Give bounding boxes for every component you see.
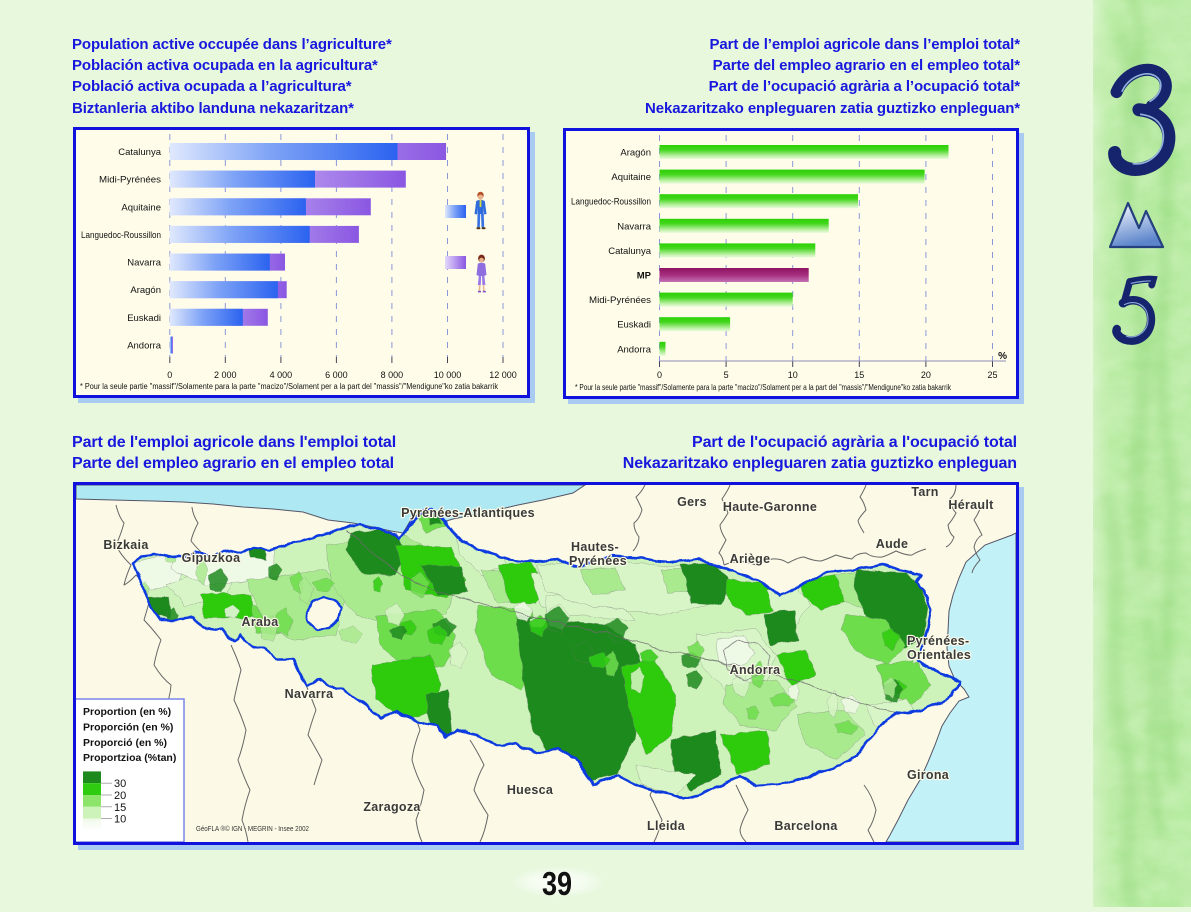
- svg-text:* Pour la seule partie "massif: * Pour la seule partie "massif"/Solament…: [80, 382, 499, 391]
- svg-text:Aragón: Aragón: [130, 285, 161, 296]
- svg-text:5: 5: [724, 370, 729, 380]
- svg-text:Languedoc-Roussillon: Languedoc-Roussillon: [571, 197, 651, 208]
- svg-text:0: 0: [167, 370, 172, 380]
- svg-text:Lleida: Lleida: [647, 819, 686, 833]
- svg-text:Aquitaine: Aquitaine: [121, 202, 161, 213]
- svg-text:25: 25: [987, 370, 997, 380]
- svg-text:10 000: 10 000: [434, 370, 462, 380]
- svg-text:MP: MP: [637, 271, 652, 282]
- svg-text:Gers: Gers: [677, 495, 707, 509]
- svg-text:Pyrénées: Pyrénées: [569, 554, 627, 568]
- svg-text:Catalunya: Catalunya: [118, 147, 161, 158]
- svg-text:Girona: Girona: [907, 768, 950, 782]
- svg-text:6 000: 6 000: [325, 370, 348, 380]
- svg-text:Andorra: Andorra: [617, 344, 652, 355]
- svg-text:Gipuzkoa: Gipuzkoa: [182, 551, 241, 565]
- svg-text:Catalunya: Catalunya: [608, 246, 651, 257]
- svg-text:Andorra: Andorra: [127, 341, 162, 352]
- svg-text:Navarra: Navarra: [127, 258, 162, 269]
- svg-text:Huesca: Huesca: [507, 783, 554, 797]
- svg-text:Zaragoza: Zaragoza: [363, 800, 421, 814]
- svg-text:Midi-Pyrénées: Midi-Pyrénées: [589, 295, 651, 306]
- svg-text:Languedoc-Roussillon: Languedoc-Roussillon: [81, 230, 161, 241]
- svg-text:Bizkaia: Bizkaia: [103, 538, 149, 552]
- svg-text:Pyrénées-Atlantiques: Pyrénées-Atlantiques: [401, 506, 535, 520]
- svg-text:Haute-Garonne: Haute-Garonne: [723, 500, 817, 514]
- svg-text:Euskadi: Euskadi: [617, 320, 651, 331]
- svg-text:12 000: 12 000: [489, 370, 517, 380]
- svg-text:30: 30: [114, 778, 126, 790]
- svg-text:Tarn: Tarn: [911, 485, 938, 499]
- svg-text:Aude: Aude: [876, 537, 908, 551]
- svg-text:Navarra: Navarra: [617, 221, 652, 232]
- svg-text:Navarra: Navarra: [285, 687, 334, 701]
- svg-text:Orientales: Orientales: [907, 648, 971, 662]
- svg-text:Aquitaine: Aquitaine: [611, 172, 651, 183]
- svg-text:Ariège: Ariège: [730, 552, 771, 566]
- svg-text:Aragón: Aragón: [620, 148, 651, 159]
- svg-text:8 000: 8 000: [381, 370, 404, 380]
- svg-text:Hérault: Hérault: [948, 498, 994, 512]
- svg-text:Araba: Araba: [242, 615, 280, 629]
- svg-text:15: 15: [114, 802, 126, 814]
- svg-text:Hautes-: Hautes-: [571, 540, 619, 554]
- svg-text:10: 10: [788, 370, 798, 380]
- svg-text:%: %: [998, 351, 1007, 362]
- svg-text:20: 20: [921, 370, 931, 380]
- svg-text:Pyrénées-: Pyrénées-: [907, 634, 969, 648]
- svg-text:4 000: 4 000: [270, 370, 293, 380]
- svg-text:GéoFLA ®© IGN - MEGRIN - Insee: GéoFLA ®© IGN - MEGRIN - Insee 2002: [196, 824, 309, 833]
- svg-text:Proportion (en %): Proportion (en %): [83, 706, 171, 718]
- svg-text:Euskadi: Euskadi: [127, 313, 161, 324]
- svg-text:Andorra: Andorra: [730, 663, 781, 677]
- svg-text:10: 10: [114, 814, 126, 826]
- svg-text:Proporció (en %): Proporció (en %): [83, 737, 167, 749]
- svg-text:15: 15: [854, 370, 864, 380]
- svg-text:0: 0: [657, 370, 662, 380]
- svg-text:20: 20: [114, 790, 126, 802]
- svg-text:Midi-Pyrénées: Midi-Pyrénées: [99, 175, 161, 186]
- svg-text:Proporción (en %): Proporción (en %): [83, 721, 173, 733]
- svg-text:Barcelona: Barcelona: [774, 819, 838, 833]
- svg-text:2 000: 2 000: [214, 370, 237, 380]
- svg-text:Proportzioa (%tan): Proportzioa (%tan): [83, 752, 176, 764]
- svg-text:* Pour la seule partie "massif: * Pour la seule partie "massif"/Solament…: [575, 383, 952, 392]
